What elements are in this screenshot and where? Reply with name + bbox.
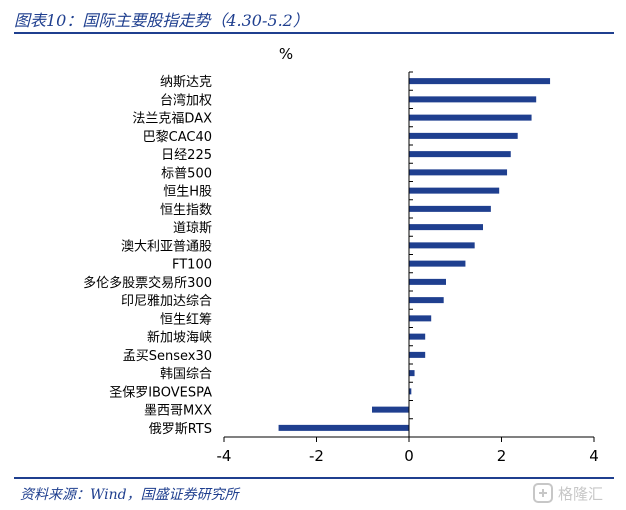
category-label: 新加坡海峡 [147, 330, 212, 346]
category-label: 韩国综合 [160, 367, 212, 382]
x-tick-label: 0 [404, 447, 414, 465]
bar [409, 132, 518, 139]
bar [409, 388, 412, 395]
bar [409, 114, 532, 121]
bar [409, 315, 432, 322]
bar [409, 260, 466, 267]
category-label: 日经225 [161, 148, 212, 163]
bar [409, 370, 415, 377]
category-label: 俄罗斯RTS [149, 422, 212, 437]
bar [409, 224, 483, 231]
bar [372, 406, 409, 413]
bar [409, 169, 508, 176]
footer-rule [14, 477, 614, 479]
category-label: 巴黎CAC40 [143, 130, 212, 145]
figure-source: 资料来源：Wind，国盛证券研究所 [20, 487, 239, 503]
category-label: 纳斯达克 [160, 75, 212, 90]
bar [278, 424, 409, 431]
category-label: 标普500 [161, 166, 212, 181]
x-tick-label: -4 [217, 447, 232, 465]
category-label: 道琼斯 [173, 221, 212, 236]
category-label: 印尼雅加达综合 [121, 294, 212, 309]
category-label: 孟买Sensex30 [123, 349, 212, 364]
bar [409, 151, 511, 158]
bar [409, 187, 500, 194]
bar [409, 242, 475, 249]
category-label: 恒生H股 [163, 185, 212, 200]
category-label: 圣保罗IBOVESPA [109, 385, 212, 400]
bar [409, 78, 551, 85]
watermark-logo: 格隆汇 [533, 483, 603, 503]
watermark-text: 格隆汇 [558, 485, 603, 503]
x-tick-label: 2 [497, 447, 507, 465]
title-bar [14, 4, 614, 34]
category-label: FT100 [172, 258, 212, 273]
category-label: 多伦多股票交易所300 [83, 275, 212, 291]
bar [409, 333, 426, 340]
category-label: 台湾加权 [160, 92, 212, 108]
category-label: 恒生红筹 [160, 311, 212, 327]
figure-title: 图表10：国际主要股指走势（4.30-5.2） [14, 11, 309, 30]
category-label: 恒生指数 [160, 203, 212, 218]
bar [409, 278, 446, 285]
bar [409, 351, 426, 358]
bar [409, 297, 444, 304]
category-label: 墨西哥MXX [144, 404, 212, 419]
bar [409, 96, 537, 103]
bar [409, 205, 491, 212]
unit-label: % [279, 45, 293, 63]
x-tick-label: 4 [589, 447, 599, 465]
category-label: 澳大利亚普通股 [121, 238, 212, 254]
x-tick-label: -2 [309, 447, 324, 465]
category-label: 法兰克福DAX [132, 112, 212, 127]
